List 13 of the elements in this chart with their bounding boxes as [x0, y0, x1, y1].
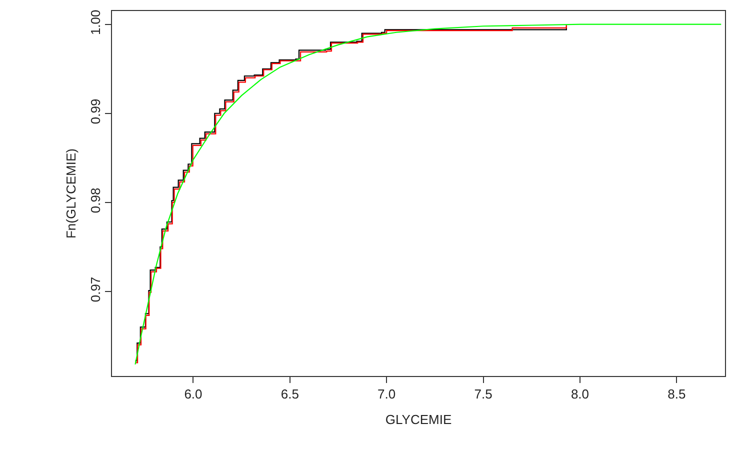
- x-tick-label: 7.5: [474, 386, 492, 402]
- line-series: [134, 24, 722, 365]
- y-tick-label: 1.00: [88, 10, 103, 36]
- x-tick-label: 6.5: [280, 386, 299, 402]
- x-axis-title: GLYCEMIE: [385, 412, 452, 428]
- x-tick-label: 7.0: [378, 386, 396, 402]
- y-tick-label: 0.97: [88, 276, 103, 302]
- y-tick-label: 0.99: [88, 98, 103, 124]
- x-tick-label: 8.5: [668, 386, 686, 402]
- x-tick-label: 8.0: [570, 386, 590, 402]
- y-axis-title: Fn(GLYCEMIE): [64, 148, 79, 239]
- y-tick-label: 0.98: [88, 188, 103, 214]
- x-tick-label: 6.0: [184, 386, 202, 402]
